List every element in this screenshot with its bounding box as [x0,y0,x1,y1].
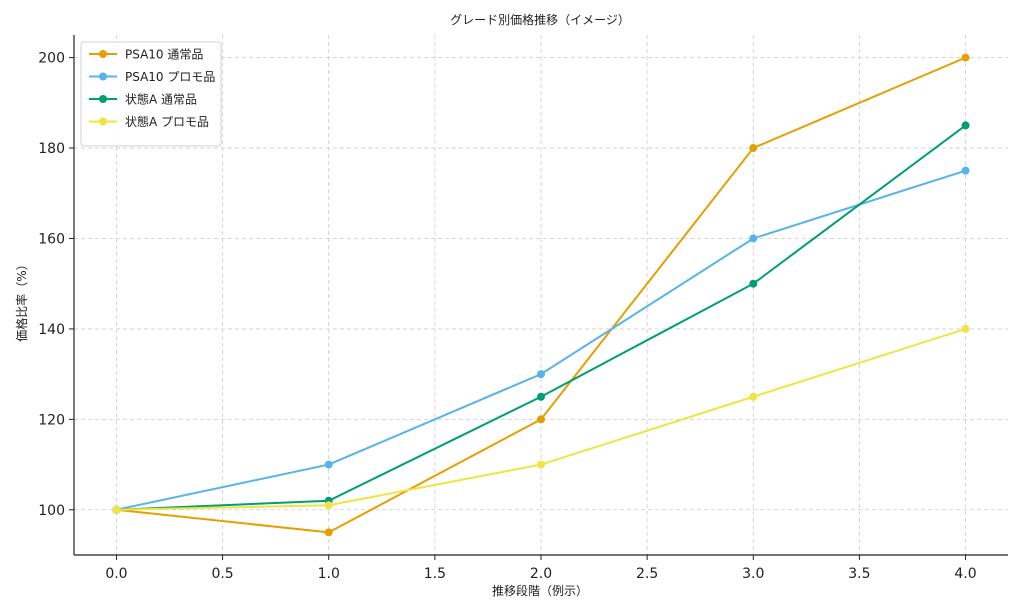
data-point [961,121,970,130]
x-tick-label: 1.5 [424,566,446,582]
x-tick-label: 1.0 [318,566,340,582]
y-tick-label: 180 [38,141,65,157]
data-point [961,53,970,62]
data-point [749,144,758,153]
data-point [324,460,333,469]
axes [69,35,1008,560]
data-point [537,392,545,401]
x-tick-labels: 0.0 0.5 1.0 1.5 2.0 2.5 3.0 3.5 4.0 [105,566,976,582]
data-point [749,279,758,288]
data-point [749,234,758,243]
legend-marker [99,95,107,103]
x-tick-label: 0.5 [211,566,233,582]
legend-item: 状態A プロモ品 [89,114,209,129]
data-point [537,460,545,469]
legend-label: 状態A プロモ品 [125,114,209,129]
legend-item: PSA10 プロモ品 [89,70,215,84]
legend-label: PSA10 プロモ品 [125,70,215,84]
y-tick-label: 200 [38,51,65,67]
data-point [112,505,121,514]
legend-box [80,41,222,147]
y-tick-label: 160 [38,231,65,247]
legend-marker [99,72,107,81]
legend-label: 状態A 通常品 [125,92,197,107]
x-tick-label: 3.0 [742,566,764,582]
legend-item: PSA10 通常品 [89,48,203,62]
legend-label: PSA10 通常品 [125,48,203,62]
data-point [324,528,333,537]
x-axis-title: 推移段階（例示） [492,583,588,598]
legend-item: 状態A 通常品 [89,92,197,107]
x-tick-label: 3.5 [848,566,870,582]
data-point [749,392,758,401]
y-tick-label: 100 [38,503,65,519]
data-point [537,370,545,379]
series-group [112,53,970,537]
legend-marker [99,50,107,58]
data-point [961,166,970,175]
y-tick-labels: 100 120 140 160 180 200 [38,51,65,519]
x-tick-label: 2.0 [530,566,552,582]
chart-title: グレード別価格推移（イメージ） [450,12,630,27]
data-point [537,415,545,424]
data-point [961,324,970,333]
legend-marker [99,117,107,126]
y-tick-label: 120 [38,412,65,428]
x-tick-label: 0.0 [105,566,127,582]
x-tick-label: 4.0 [954,566,976,582]
x-tick-label: 2.5 [636,566,658,582]
series-4 [112,324,970,514]
data-point [324,501,333,510]
y-tick-label: 140 [38,322,65,338]
y-axis-title: 価格比率（%） [14,258,29,341]
